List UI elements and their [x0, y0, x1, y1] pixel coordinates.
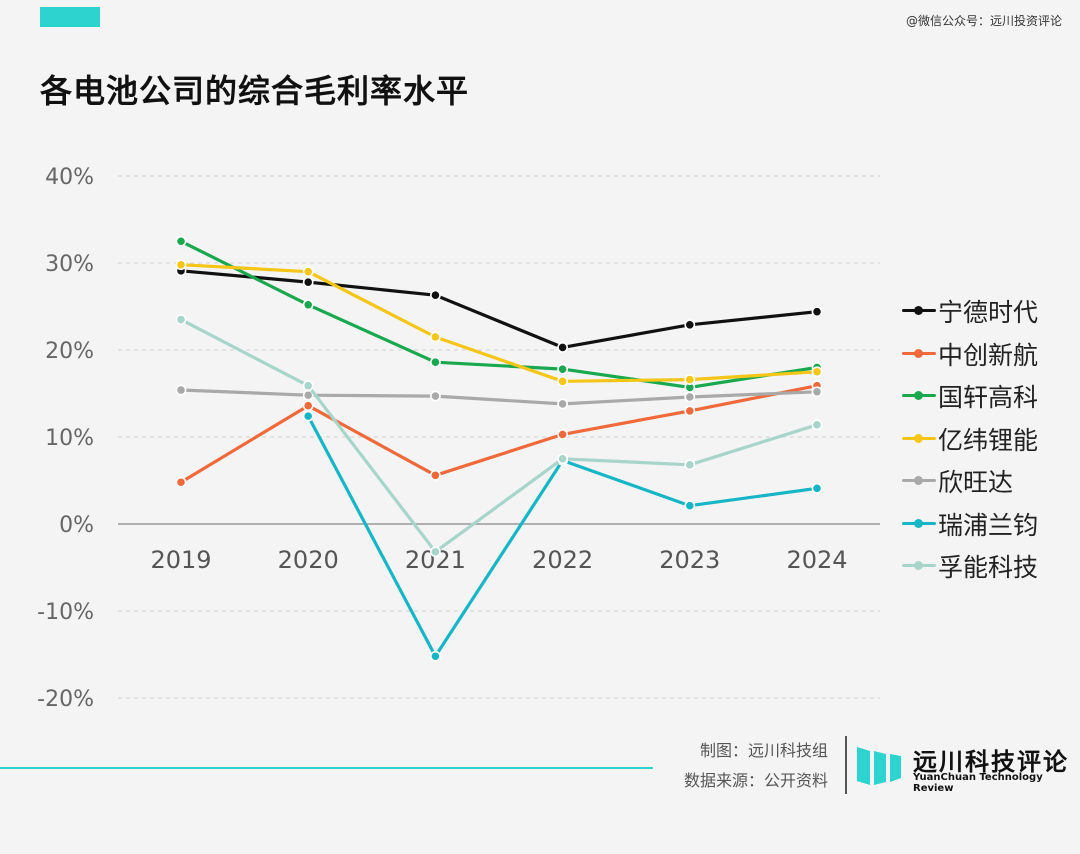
legend-swatch-icon	[902, 432, 936, 446]
data-point	[302, 410, 314, 422]
series-line	[179, 263, 819, 383]
legend-item[interactable]: 欣旺达	[902, 460, 1038, 503]
legend: 宁德时代 中创新航 国轩高科 亿纬锂能 欣旺达 瑞浦兰钧 孚能科技	[902, 290, 1038, 588]
legend-swatch-icon	[902, 517, 936, 531]
data-point	[429, 356, 441, 368]
brand-name-cn: 远川科技评论	[913, 748, 1069, 776]
legend-item[interactable]: 国轩高科	[902, 375, 1038, 418]
legend-swatch-icon	[902, 474, 936, 488]
grid-layer	[118, 175, 880, 699]
credit-data-source: 数据来源：公开资料	[683, 771, 828, 790]
y-axis-ticks: 40% 30% 20% 10% 0% -10% -20%	[37, 165, 94, 712]
data-point	[175, 259, 187, 271]
legend-item[interactable]: 宁德时代	[902, 290, 1038, 333]
data-point	[302, 400, 314, 412]
series-0	[175, 265, 823, 353]
data-point	[302, 266, 314, 278]
data-point	[175, 476, 187, 488]
series-line	[179, 269, 819, 349]
data-point	[811, 366, 823, 378]
data-point	[302, 276, 314, 288]
y-tick-label: -10%	[37, 600, 94, 625]
legend-label: 亿纬锂能	[938, 425, 1039, 455]
data-point	[429, 390, 441, 402]
data-point	[302, 380, 314, 392]
legend-swatch-icon	[902, 304, 936, 318]
x-tick-label: 2022	[532, 546, 593, 574]
legend-label: 孚能科技	[938, 553, 1039, 583]
legend-swatch-icon	[902, 347, 936, 361]
series-4	[175, 384, 823, 410]
series-3	[175, 259, 823, 387]
x-tick-label: 2019	[150, 546, 211, 574]
x-tick-label: 2024	[786, 546, 847, 574]
data-point	[684, 459, 696, 471]
legend-label: 瑞浦兰钧	[938, 510, 1039, 540]
brand-divider	[845, 736, 847, 794]
data-point	[811, 386, 823, 398]
data-point	[175, 314, 187, 325]
data-point	[429, 546, 441, 558]
bottom-accent-line	[0, 767, 653, 769]
legend-swatch-icon	[902, 559, 936, 573]
series-line	[179, 239, 819, 389]
data-point	[811, 419, 823, 431]
watermark: @微信公众号：远川投资评论	[905, 14, 1062, 28]
data-point	[429, 650, 441, 662]
data-point	[429, 331, 441, 343]
credits: 制图：远川科技组 数据来源：公开资料	[684, 736, 828, 796]
data-point	[684, 391, 696, 403]
legend-label: 中创新航	[938, 340, 1039, 370]
series-6	[175, 314, 823, 558]
y-tick-label: 0%	[59, 513, 94, 538]
chart-title: 各电池公司的综合毛利率水平	[40, 72, 470, 110]
legend-item[interactable]: 孚能科技	[902, 545, 1038, 588]
series-line	[306, 414, 819, 658]
legend-label: 国轩高科	[938, 383, 1039, 413]
y-tick-label: -20%	[37, 687, 94, 712]
data-point	[175, 384, 187, 396]
y-tick-label: 20%	[45, 339, 94, 364]
brand-logo-icon	[857, 747, 901, 785]
data-point	[557, 428, 568, 440]
data-point	[684, 374, 696, 385]
series-line	[179, 388, 819, 406]
series-layer	[175, 235, 823, 662]
credit-chart-maker: 制图：远川科技组	[699, 741, 828, 760]
data-point	[557, 341, 568, 353]
series-2	[175, 235, 823, 393]
legend-label: 欣旺达	[938, 468, 1014, 498]
x-axis-ticks: 2019 2020 2021 2022 2023 2024	[150, 546, 847, 574]
data-point	[302, 299, 314, 311]
legend-item[interactable]: 亿纬锂能	[902, 418, 1038, 461]
data-point	[684, 405, 696, 417]
data-point	[429, 289, 441, 301]
data-point	[684, 500, 696, 512]
series-1	[175, 380, 823, 488]
top-accent-bar	[40, 7, 100, 27]
x-tick-label: 2020	[278, 546, 339, 574]
y-tick-label: 10%	[45, 426, 94, 451]
data-point	[811, 306, 823, 318]
legend-item[interactable]: 瑞浦兰钧	[902, 503, 1038, 546]
legend-label: 宁德时代	[938, 298, 1039, 328]
series-line	[179, 318, 819, 554]
y-tick-label: 30%	[45, 252, 94, 277]
data-point	[557, 453, 568, 465]
data-point	[175, 235, 187, 247]
x-tick-label: 2023	[659, 546, 720, 574]
data-point	[429, 469, 441, 481]
data-point	[557, 363, 568, 375]
legend-item[interactable]: 中创新航	[902, 333, 1038, 376]
y-tick-label: 40%	[45, 165, 94, 190]
data-point	[557, 398, 568, 410]
series-line	[179, 384, 819, 484]
data-point	[811, 482, 823, 494]
data-point	[557, 375, 568, 387]
legend-swatch-icon	[902, 389, 936, 403]
data-point	[684, 319, 696, 331]
brand-name-en: YuanChuan Technology Review	[913, 772, 1043, 794]
